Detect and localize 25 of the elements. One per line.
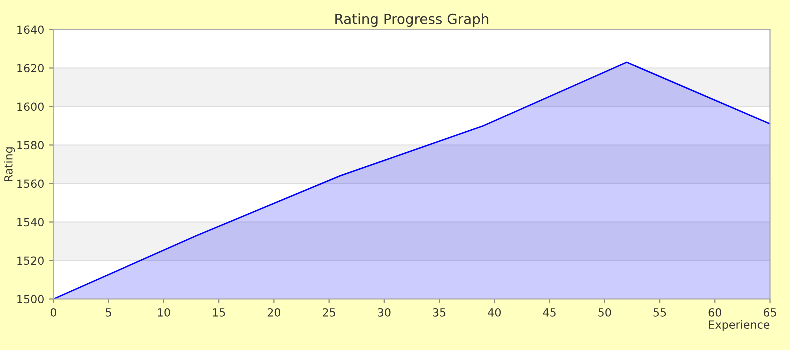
chart-title: Rating Progress Graph [336, 14, 489, 28]
x-tick-label: 40 [488, 308, 501, 317]
x-tick-label: 55 [654, 308, 666, 317]
x-tick-label: 25 [323, 308, 336, 317]
x-tick-label: 20 [268, 308, 281, 317]
x-axis-title: Experience [709, 320, 770, 332]
x-tick-label: 5 [106, 308, 112, 317]
y-tick-label: 1520 [18, 256, 44, 266]
y-tick-label: 1620 [18, 64, 44, 73]
x-tick-label: 45 [543, 308, 556, 317]
y-tick-label: 1500 [18, 295, 44, 304]
y-axis-title: Rating [4, 148, 16, 182]
y-tick-label: 1600 [18, 102, 44, 112]
y-tick-label: 1580 [18, 141, 44, 150]
x-tick-label: 35 [433, 308, 446, 317]
y-tick-label: 1640 [18, 26, 44, 34]
y-tick-label: 1560 [18, 180, 44, 188]
y-tick-label: 1540 [18, 218, 44, 227]
x-tick-label: 30 [378, 308, 391, 317]
x-tick-label: 0 [50, 308, 57, 317]
x-tick-label: 15 [213, 308, 226, 317]
x-tick-label: 60 [708, 308, 722, 317]
x-tick-label: 10 [158, 308, 170, 317]
x-tick-label: 50 [598, 308, 612, 317]
x-tick-label: 65 [764, 308, 776, 317]
